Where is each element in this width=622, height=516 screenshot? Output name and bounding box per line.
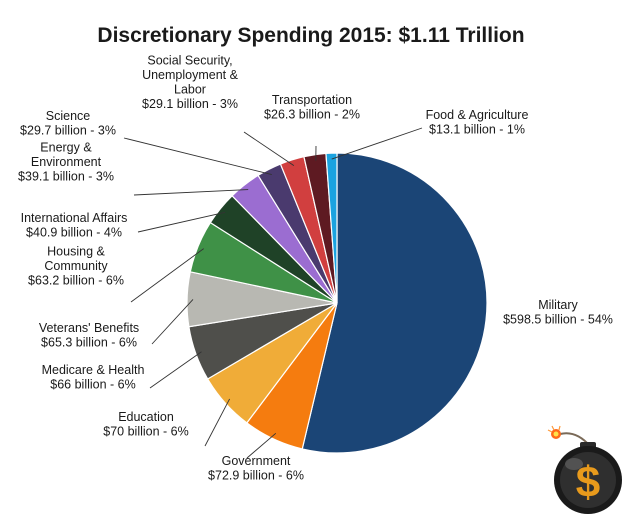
slice-label: Social Security, Unemployment & Labor $29.1… — [142, 53, 239, 111]
slice-label: Transportation $26.3 billion - 2% — [264, 93, 360, 122]
slice-label-line: Science — [46, 109, 91, 123]
pie-slice-military — [301, 152, 488, 454]
slice-label-line: Medicare & Health — [42, 363, 145, 377]
slice-label-line: Transportation — [272, 93, 352, 107]
slice-label-line: Food & Agriculture — [426, 108, 529, 122]
leader-line — [123, 137, 272, 176]
slice-label-line: Community — [44, 259, 108, 273]
slice-label: Medicare & Health $66 billion - 6% — [42, 363, 145, 392]
slice-label-line: Military — [538, 298, 578, 312]
slice-label-line: International Affairs — [21, 211, 128, 225]
slice-label-line: Education — [118, 410, 174, 424]
slice-label-line: $72.9 billion - 6% — [208, 468, 304, 482]
leader-line — [133, 189, 249, 196]
leader-line — [246, 432, 277, 459]
slice-label-line: Unemployment & — [142, 68, 239, 82]
slice-label-line: $29.1 billion - 3% — [142, 97, 238, 111]
slice-label: Housing & Community $63.2 billion - 6% — [28, 245, 124, 288]
slice-label: International Affairs $40.9 billion - 4% — [21, 211, 128, 240]
slice-label-line: Environment — [31, 155, 102, 169]
slice-label-line: $13.1 billion - 1% — [429, 122, 525, 136]
slice-label-line: $65.3 billion - 6% — [41, 335, 137, 349]
leader-lines — [123, 127, 423, 459]
slice-label-line: $70 billion - 6% — [103, 424, 188, 438]
pie-slices — [186, 152, 488, 454]
slice-label-line: Labor — [174, 82, 206, 96]
slice-labels: Military $598.5 billion - 54%Government $7… — [18, 53, 613, 482]
leader-line — [243, 131, 295, 166]
leader-line — [137, 211, 226, 233]
slice-label-line: Government — [222, 454, 291, 468]
slice-label-line: $39.1 billion - 3% — [18, 170, 114, 184]
bomb-dollar-logo: $ — [547, 425, 622, 514]
leader-line — [130, 248, 204, 303]
slice-label-line: Social Security, — [147, 53, 232, 67]
slice-label-line: $29.7 billion - 3% — [20, 123, 116, 137]
dollar-sign: $ — [576, 458, 600, 507]
slice-label: Education $70 billion - 6% — [103, 410, 188, 439]
leader-line — [151, 299, 194, 345]
slice-label-line: Energy & — [40, 141, 92, 155]
slice-label-line: Veterans' Benefits — [39, 321, 139, 335]
leader-line — [149, 351, 202, 389]
chart-title: Discretionary Spending 2015: $1.11 Trill… — [97, 24, 524, 47]
slice-label-line: Housing & — [47, 245, 105, 259]
slice-label: Government $72.9 billion - 6% — [208, 454, 304, 483]
pie-slice-food-agriculture — [325, 152, 338, 304]
slice-label-line: $40.9 billion - 4% — [26, 225, 122, 239]
slice-label: Military $598.5 billion - 54% — [503, 298, 613, 327]
leader-line — [204, 398, 230, 447]
slice-label: Energy & Environment $39.1 billion - 3% — [18, 141, 114, 184]
slice-label-line: $66 billion - 6% — [50, 377, 135, 391]
slice-label: Science $29.7 billion - 3% — [20, 109, 116, 138]
slice-label-line: $63.2 billion - 6% — [28, 274, 124, 288]
slice-label-line: $598.5 billion - 54% — [503, 312, 613, 326]
slice-label-line: $26.3 billion - 2% — [264, 107, 360, 121]
slice-label: Veterans' Benefits $65.3 billion - 6% — [39, 321, 139, 350]
leader-line — [331, 127, 423, 160]
slice-label: Food & Agriculture $13.1 billion - 1% — [426, 108, 529, 137]
